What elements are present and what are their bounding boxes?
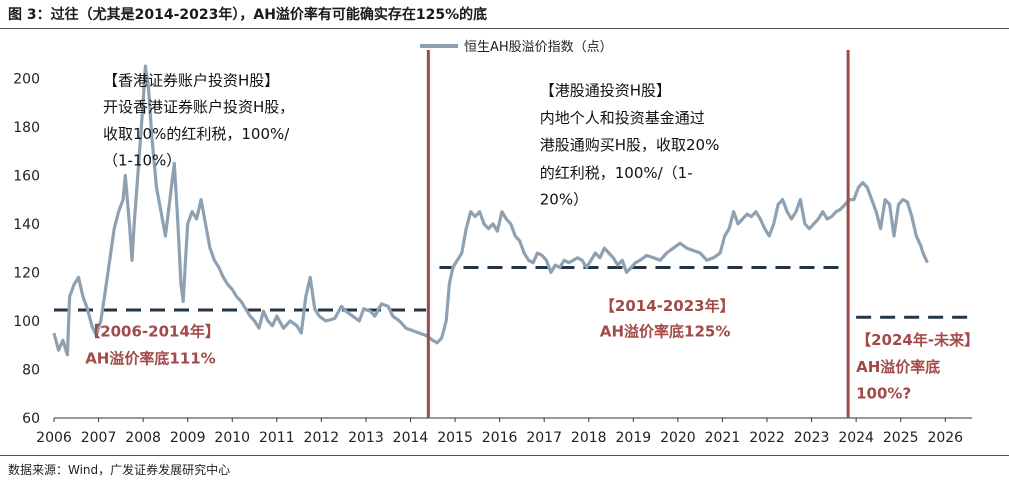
x-tick-label: 2023	[794, 430, 830, 446]
y-tick-label: 120	[13, 265, 40, 281]
x-tick-label: 2026	[927, 430, 963, 446]
y-tick-label: 200	[13, 71, 40, 87]
source-note: 数据来源：Wind，广发证券发展研究中心	[8, 463, 231, 477]
annotation-sc-l3: 的红利税，100%/（1-	[540, 164, 693, 182]
annotation-sc-l1: 内地个人和投资基金通过	[540, 109, 705, 127]
x-tick-label: 2016	[482, 430, 518, 446]
x-tick-label: 2015	[437, 430, 473, 446]
x-tick-label: 2017	[526, 430, 562, 446]
annotation-sc-title: 【港股通投资H股】	[540, 81, 671, 99]
x-tick-label: 2008	[125, 430, 161, 446]
y-tick-label: 140	[13, 217, 40, 233]
x-tick-label: 2013	[348, 430, 384, 446]
annotation-red-r1-t: 【2006-2014年】	[85, 323, 220, 341]
series-line	[52, 64, 929, 357]
chart-title: 图 3：过往（尤其是2014-2023年），AH溢价率有可能确实存在125%的底	[8, 7, 488, 23]
x-tick-label: 2007	[81, 430, 117, 446]
y-tick-label: 160	[13, 168, 40, 184]
top-rule	[0, 28, 1009, 29]
annotation-sc-l2: 港股通购买H股，收取20%	[540, 136, 720, 154]
annotation-red-r2-t: 【2014-2023年】	[600, 297, 735, 315]
legend-label: 恒生AH股溢价指数（点）	[464, 40, 613, 55]
x-tick-label: 2011	[259, 430, 295, 446]
x-tick-label: 2012	[304, 430, 340, 446]
annotation-sc-l4: 20%）	[540, 190, 588, 208]
annotation-red-r3-t: 【2024年-未来】	[856, 331, 979, 349]
x-tick-label: 2014	[393, 430, 429, 446]
x-tick-label: 2025	[883, 430, 919, 446]
y-tick-label: 80	[22, 362, 40, 378]
x-tick-label: 2018	[571, 430, 607, 446]
x-tick-label: 2022	[749, 430, 785, 446]
annotation-hk-l1: 开设香港证券账户投资H股，	[103, 98, 294, 116]
x-tick-label: 2021	[705, 430, 741, 446]
x-tick-label: 2006	[36, 430, 72, 446]
x-tick-label: 2010	[214, 430, 250, 446]
x-tick-label: 2009	[170, 430, 206, 446]
annotation-red-r1-b: AH溢价率底111%	[85, 349, 216, 367]
x-tick-label: 2024	[838, 430, 874, 446]
annotation-red-r3-b: 100%?	[856, 385, 911, 403]
annotation-red-r3-m: AH溢价率底	[856, 358, 940, 376]
annotation-hk-l3: （1-10%）	[103, 152, 181, 170]
y-tick-label: 60	[22, 411, 40, 427]
x-tick-label: 2019	[616, 430, 652, 446]
annotation-red-r2-b: AH溢价率底125%	[600, 323, 731, 341]
y-tick-label: 100	[13, 314, 40, 330]
bottom-rule	[0, 455, 1009, 456]
annotation-hk-l2: 收取10%的红利税，100%/	[103, 125, 290, 143]
y-tick-label: 180	[13, 120, 40, 136]
x-tick-label: 2020	[660, 430, 696, 446]
annotation-hk-title: 【香港证券账户投资H股】	[103, 72, 279, 90]
